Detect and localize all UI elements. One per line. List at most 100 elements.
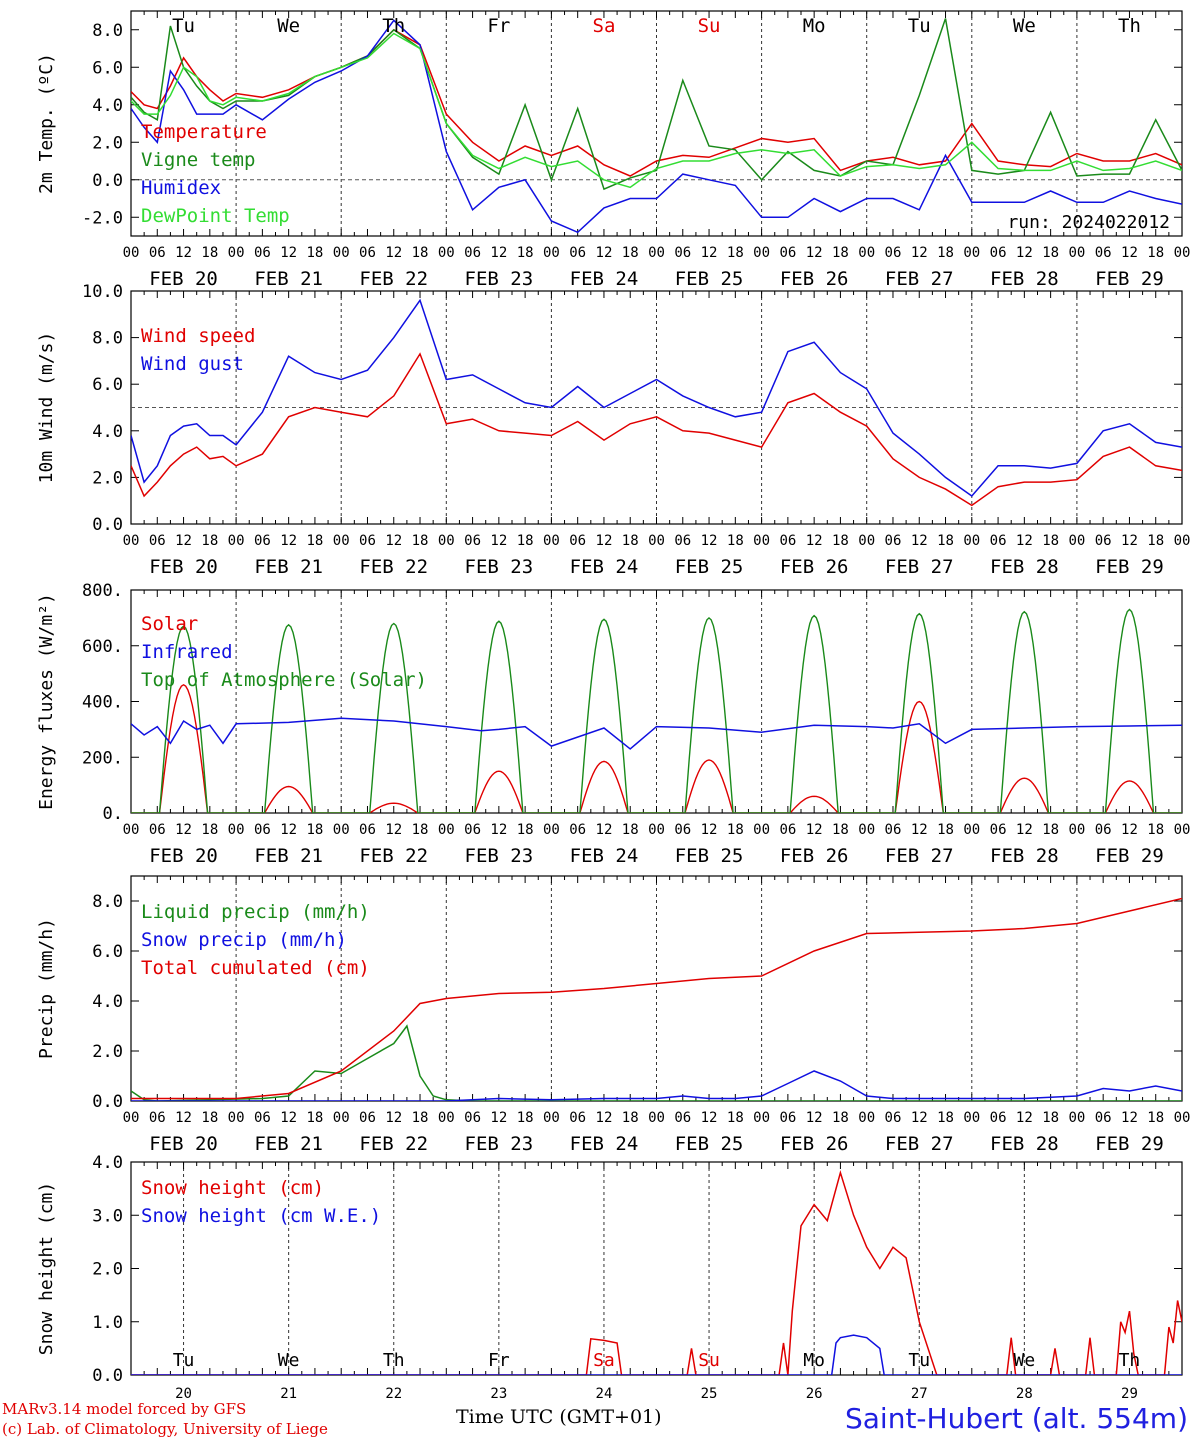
x-hour-label: 12 <box>1121 533 1138 549</box>
x-hour-label: 06 <box>254 533 271 549</box>
x-date-label: FEB 27 <box>885 268 954 290</box>
x-hour-label: 12 <box>911 822 928 838</box>
x-hour-label: 18 <box>412 245 429 261</box>
x-date-label: FEB 28 <box>990 1133 1059 1155</box>
x-hour-label: 12 <box>806 245 823 261</box>
x-date-label: FEB 25 <box>675 556 744 578</box>
x-hour-label: 12 <box>280 1110 297 1126</box>
x-hour-label: 00 <box>543 533 560 549</box>
x-date-label: FEB 28 <box>990 556 1059 578</box>
y-tick-label: 400. <box>82 693 123 713</box>
x-hour-label: 00 <box>333 822 350 838</box>
x-hour-label: 12 <box>806 533 823 549</box>
panel-4: 0.0 2.0 4.0 6.0 8.0 Precip (mm/h) 00 06 12 18 00 06… <box>36 875 1190 1155</box>
x-hour-label: 06 <box>885 822 902 838</box>
x-hour-label: 18 <box>832 822 849 838</box>
series-line <box>131 1170 1182 1375</box>
y-axis-title: Snow height (cm) <box>36 1182 57 1355</box>
x-date-label: FEB 21 <box>254 556 323 578</box>
x-date-label: FEB 22 <box>359 268 428 290</box>
panel-3: 0. 200. 400. 600. 800. Energy fluxes (W/m²) 00… <box>36 581 1190 867</box>
x-hour-label: 06 <box>885 1110 902 1126</box>
x-date-label: FEB 20 <box>149 845 218 867</box>
day-letter: Fr <box>488 1350 510 1371</box>
x-hour-label: 12 <box>490 245 507 261</box>
x-hour-label: 00 <box>1068 245 1085 261</box>
x-hour-label: 00 <box>1174 245 1191 261</box>
y-tick-label: 6.0 <box>92 58 123 78</box>
x-date-label: FEB 26 <box>780 556 849 578</box>
x-hour-label: 06 <box>885 245 902 261</box>
x-hour-label: 00 <box>438 1110 455 1126</box>
x-hour-label: 00 <box>648 1110 665 1126</box>
x-hour-label: 00 <box>333 1110 350 1126</box>
x-hour-label: 00 <box>963 822 980 838</box>
x-hour-label: 06 <box>359 533 376 549</box>
x-hour-label: 06 <box>464 533 481 549</box>
legend-entry: Top of Atmosphere (Solar) <box>141 669 427 691</box>
day-number: 29 <box>1121 1386 1138 1402</box>
day-number: 21 <box>280 1386 297 1402</box>
y-tick-label: 0. <box>103 804 123 824</box>
x-hour-label: 18 <box>517 533 534 549</box>
y-tick-label: 10.0 <box>82 282 123 302</box>
x-hour-label: 18 <box>517 1110 534 1126</box>
series-line <box>131 352 1182 507</box>
plot-lines <box>131 298 1182 507</box>
x-date-label: FEB 22 <box>359 556 428 578</box>
y-tick-label: 2.0 <box>92 1042 123 1062</box>
x-hour-label: 18 <box>937 822 954 838</box>
day-letter: We <box>1014 1350 1036 1371</box>
series-line <box>131 1334 1182 1375</box>
x-hour-label: 18 <box>622 533 639 549</box>
x-hour-label: 12 <box>1016 533 1033 549</box>
x-hour-label: 06 <box>990 245 1007 261</box>
x-date-label: FEB 23 <box>465 556 534 578</box>
x-date-label: FEB 27 <box>885 845 954 867</box>
x-hour-label: 18 <box>517 822 534 838</box>
x-date-label: FEB 23 <box>465 1133 534 1155</box>
x-hour-label: 12 <box>596 533 613 549</box>
x-hour-label: 06 <box>885 533 902 549</box>
x-hour-label: 18 <box>1147 1110 1164 1126</box>
y-tick-label: 6.0 <box>92 375 123 395</box>
y-tick-label: 600. <box>82 637 123 657</box>
x-hour-label: 00 <box>753 533 770 549</box>
x-hour-label: 12 <box>1121 245 1138 261</box>
x-hour-label: 12 <box>1121 822 1138 838</box>
x-hour-label: 06 <box>674 1110 691 1126</box>
x-hour-label: 00 <box>438 245 455 261</box>
x-hour-label: 06 <box>779 1110 796 1126</box>
day-number: 25 <box>701 1386 718 1402</box>
x-hour-label: 00 <box>963 533 980 549</box>
x-hour-label: 06 <box>149 1110 166 1126</box>
series-line <box>131 19 1182 234</box>
day-letter: Th <box>382 15 405 37</box>
x-hour-label: 00 <box>1068 1110 1085 1126</box>
x-hour-label: 18 <box>306 1110 323 1126</box>
x-hour-label: 00 <box>858 245 875 261</box>
x-hour-label: 12 <box>385 1110 402 1126</box>
y-axis-title: 10m Wind (m/s) <box>36 332 57 484</box>
x-hour-label: 06 <box>990 533 1007 549</box>
x-hour-label: 00 <box>333 533 350 549</box>
x-hour-label: 18 <box>517 245 534 261</box>
x-date-label: FEB 29 <box>1095 1133 1164 1155</box>
x-hour-label: 18 <box>727 1110 744 1126</box>
x-date-label: FEB 23 <box>465 268 534 290</box>
legend-entry: DewPoint Temp <box>141 205 290 227</box>
x-hour-label: 12 <box>490 1110 507 1126</box>
x-hour-label: 06 <box>359 822 376 838</box>
day-number: 26 <box>806 1386 823 1402</box>
day-letter: Mo <box>803 15 826 37</box>
x-hour-label: 12 <box>175 822 192 838</box>
x-date-label: FEB 21 <box>254 268 323 290</box>
x-date-label: FEB 24 <box>570 268 639 290</box>
legend-entry: Vigne temp <box>141 149 255 171</box>
x-hour-label: 12 <box>806 1110 823 1126</box>
y-tick-label: 0.0 <box>92 1092 123 1112</box>
y-tick-label: 6.0 <box>92 942 123 962</box>
x-hour-label: 18 <box>201 533 218 549</box>
day-letter: Sa <box>593 1350 615 1371</box>
